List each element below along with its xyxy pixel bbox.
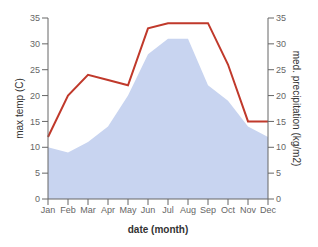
svg-text:20: 20 [30,91,40,101]
svg-text:0: 0 [276,194,281,204]
svg-text:35: 35 [30,13,40,23]
svg-text:25: 25 [30,65,40,75]
svg-text:Dec: Dec [260,205,277,215]
svg-text:20: 20 [276,91,286,101]
svg-text:0: 0 [35,194,40,204]
svg-text:Sep: Sep [200,205,216,215]
svg-text:30: 30 [276,39,286,49]
svg-text:Oct: Oct [221,205,236,215]
svg-text:Mar: Mar [80,205,96,215]
svg-text:Jun: Jun [141,205,156,215]
svg-text:25: 25 [276,65,286,75]
svg-text:35: 35 [276,13,286,23]
svg-text:10: 10 [30,142,40,152]
svg-text:15: 15 [30,117,40,127]
svg-text:Feb: Feb [60,205,76,215]
svg-text:date (month): date (month) [128,224,189,235]
svg-text:30: 30 [30,39,40,49]
svg-text:Nov: Nov [240,205,257,215]
svg-text:Jan: Jan [41,205,56,215]
svg-text:10: 10 [276,142,286,152]
svg-text:med. precipitation (kg/m2): med. precipitation (kg/m2) [291,51,302,167]
svg-text:May: May [119,205,137,215]
svg-text:Aug: Aug [180,205,196,215]
svg-text:max temp (C): max temp (C) [14,78,25,139]
svg-text:Apr: Apr [101,205,115,215]
svg-text:5: 5 [276,168,281,178]
svg-text:Jul: Jul [162,205,174,215]
svg-text:5: 5 [35,168,40,178]
svg-text:15: 15 [276,117,286,127]
